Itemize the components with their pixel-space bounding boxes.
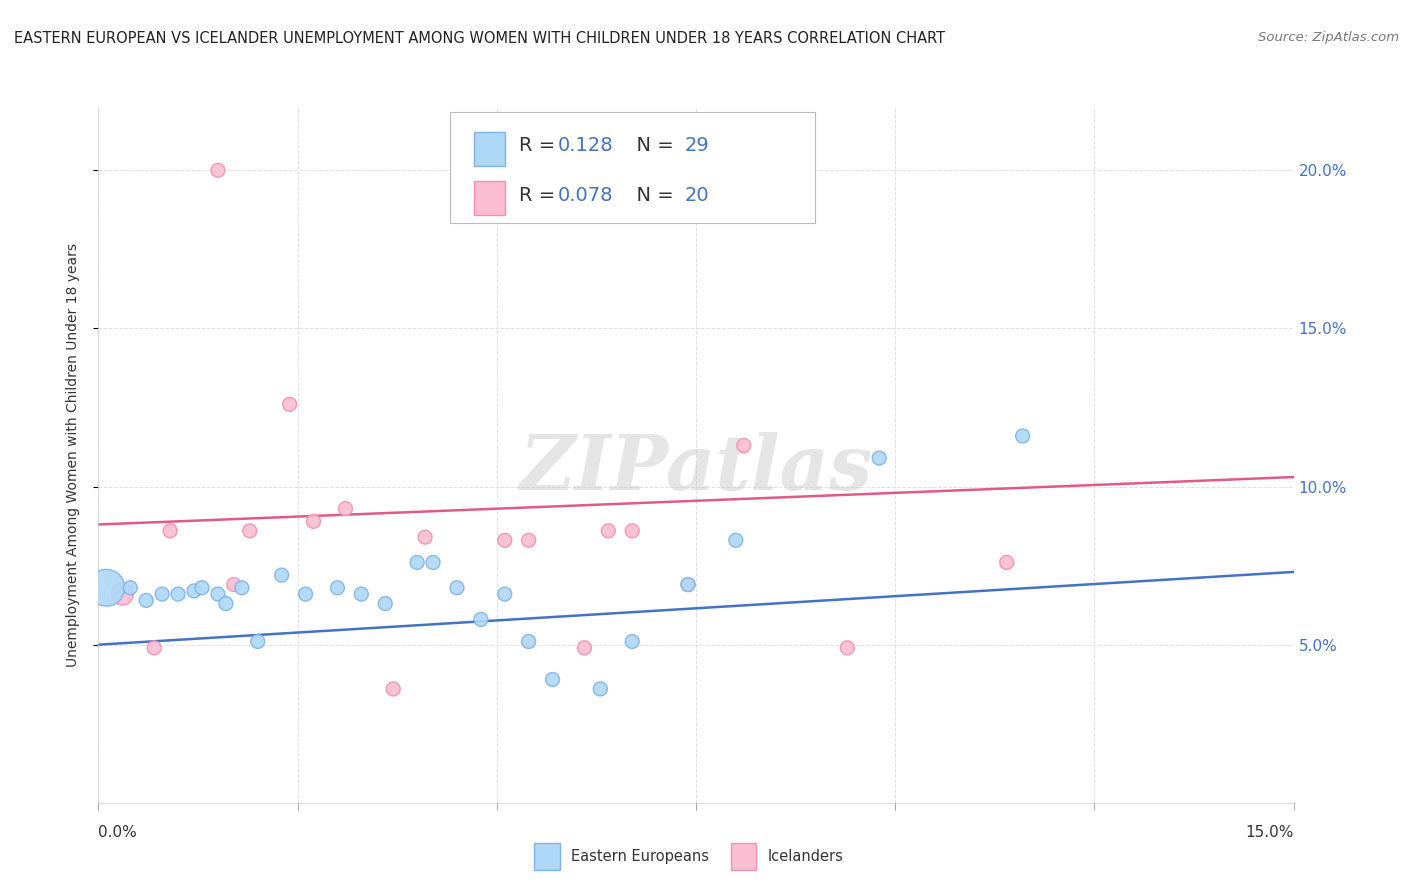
Point xyxy=(335,501,357,516)
Point xyxy=(207,587,229,601)
Point xyxy=(167,587,190,601)
Point xyxy=(494,533,516,548)
Point xyxy=(517,533,540,548)
Point xyxy=(150,587,173,601)
Point xyxy=(517,634,540,648)
Text: Icelanders: Icelanders xyxy=(768,849,844,863)
Point xyxy=(191,581,214,595)
Point xyxy=(868,451,890,466)
Text: Source: ZipAtlas.com: Source: ZipAtlas.com xyxy=(1258,31,1399,45)
Point xyxy=(215,597,238,611)
Point xyxy=(598,524,620,538)
Text: 0.0%: 0.0% xyxy=(98,825,138,840)
Point xyxy=(676,577,699,591)
Text: 29: 29 xyxy=(685,136,710,155)
Point xyxy=(239,524,262,538)
Point xyxy=(246,634,269,648)
Point xyxy=(470,612,492,626)
Point xyxy=(621,524,644,538)
Point xyxy=(541,673,564,687)
Point xyxy=(494,587,516,601)
Y-axis label: Unemployment Among Women with Children Under 18 years: Unemployment Among Women with Children U… xyxy=(66,243,80,667)
Point xyxy=(422,556,444,570)
Text: R =: R = xyxy=(519,186,561,204)
Point xyxy=(222,577,245,591)
Text: Eastern Europeans: Eastern Europeans xyxy=(571,849,709,863)
Point xyxy=(733,438,755,452)
Point xyxy=(995,556,1018,570)
Text: 20: 20 xyxy=(685,186,710,204)
Point xyxy=(135,593,157,607)
Point xyxy=(302,514,325,528)
Text: 15.0%: 15.0% xyxy=(1246,825,1294,840)
Point xyxy=(406,556,429,570)
Text: R =: R = xyxy=(519,136,561,155)
Point xyxy=(111,587,134,601)
Point xyxy=(183,583,205,598)
Point xyxy=(143,640,166,655)
Point xyxy=(270,568,292,582)
Point xyxy=(374,597,396,611)
Text: 0.128: 0.128 xyxy=(558,136,614,155)
Point xyxy=(621,634,644,648)
Text: N =: N = xyxy=(624,186,681,204)
Point xyxy=(231,581,253,595)
Point xyxy=(382,681,405,696)
Point xyxy=(294,587,316,601)
Point xyxy=(676,577,699,591)
Point xyxy=(413,530,436,544)
Text: ZIPatlas: ZIPatlas xyxy=(519,432,873,506)
Point xyxy=(724,533,747,548)
Text: EASTERN EUROPEAN VS ICELANDER UNEMPLOYMENT AMONG WOMEN WITH CHILDREN UNDER 18 YE: EASTERN EUROPEAN VS ICELANDER UNEMPLOYME… xyxy=(14,31,945,46)
Point xyxy=(1011,429,1033,443)
Point xyxy=(96,581,118,595)
Point xyxy=(120,581,142,595)
Text: 0.078: 0.078 xyxy=(558,186,613,204)
Point xyxy=(589,681,612,696)
Point xyxy=(278,397,301,411)
Point xyxy=(326,581,349,595)
Point xyxy=(837,640,859,655)
Point xyxy=(159,524,181,538)
Point xyxy=(207,163,229,178)
Text: N =: N = xyxy=(624,136,681,155)
Point xyxy=(350,587,373,601)
Point xyxy=(446,581,468,595)
Point xyxy=(574,640,596,655)
